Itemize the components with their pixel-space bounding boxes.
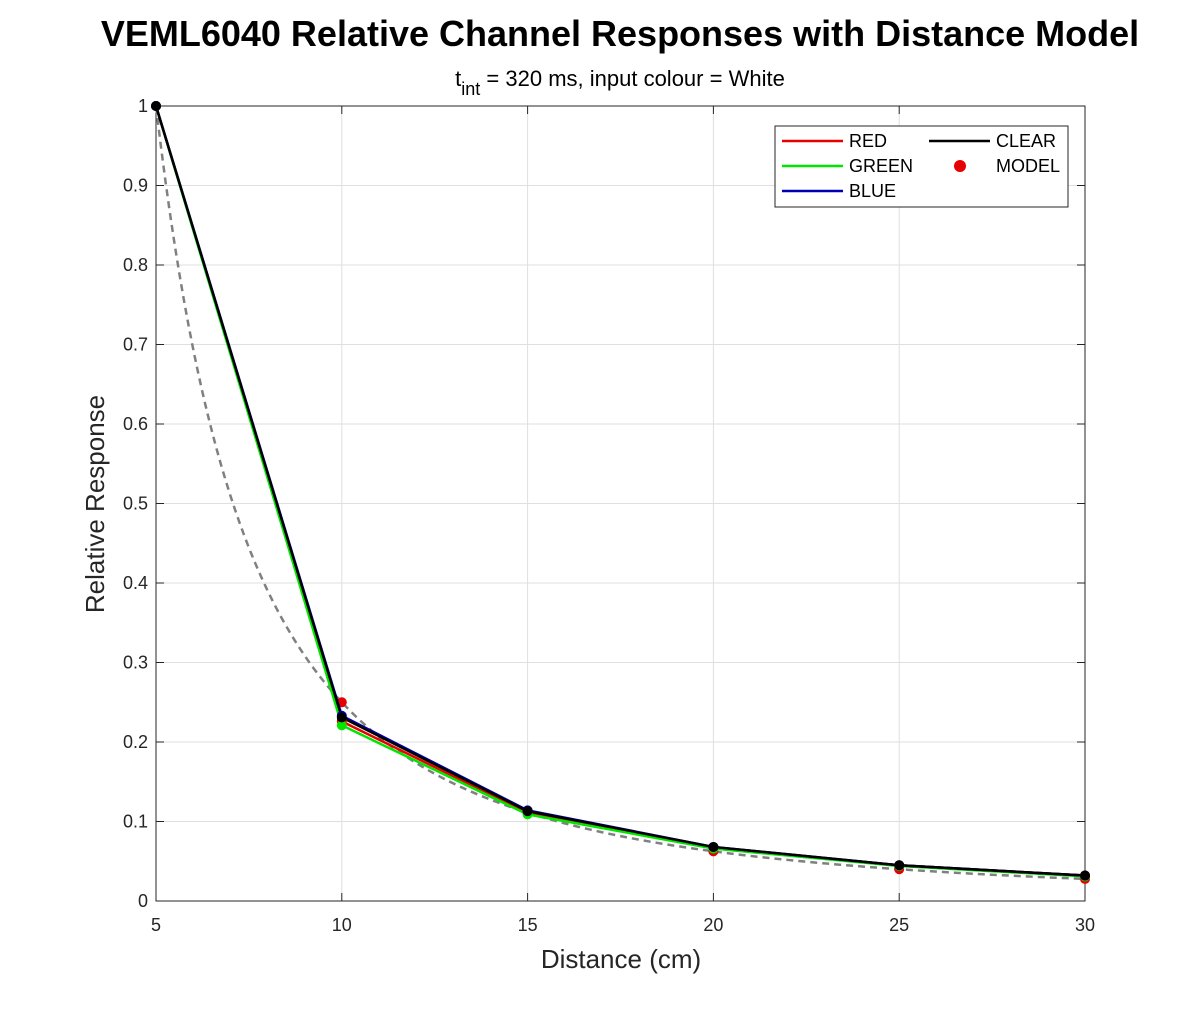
x-tick-label: 20 xyxy=(703,915,723,935)
y-tick-label: 0.3 xyxy=(123,653,148,673)
y-tick-label: 0.7 xyxy=(123,335,148,355)
x-tick-label: 25 xyxy=(889,915,909,935)
y-tick-label: 0.6 xyxy=(123,414,148,434)
grid xyxy=(155,105,1086,902)
series-point-clear xyxy=(151,101,161,111)
series-point-clear xyxy=(708,841,719,852)
series-line-blue xyxy=(154,105,1086,877)
subtitle-rest: = 320 ms, input colour = White xyxy=(480,66,785,91)
legend-label-model: MODEL xyxy=(996,156,1060,176)
legend: RED GREEN BLUE CLEAR MODEL xyxy=(774,125,1069,208)
series-point-clear xyxy=(336,712,347,723)
model-curve xyxy=(151,101,1090,884)
x-tick-label: 15 xyxy=(518,915,538,935)
y-tick-label: 0.8 xyxy=(123,255,148,275)
y-tick-label: 0.9 xyxy=(123,176,148,196)
legend-label-clear: CLEAR xyxy=(996,131,1056,151)
axis-ticks: 5 10 15 20 25 30 0 0.1 0.2 0.3 0.4 0.5 0.6 0.7 0.8 0.9 1 xyxy=(123,96,1095,935)
chart-subtitle: tint = 320 ms, input colour = White xyxy=(455,66,785,99)
series-line-clear xyxy=(154,105,1086,877)
legend-swatch-model xyxy=(954,160,966,172)
x-axis-label: Distance (cm) xyxy=(541,944,701,974)
subtitle-int-subscript: int xyxy=(461,79,480,99)
y-tick-label: 1 xyxy=(138,96,148,116)
y-tick-label: 0.2 xyxy=(123,732,148,752)
y-axis-label: Relative Response xyxy=(80,395,110,613)
legend-label-red: RED xyxy=(849,131,887,151)
x-tick-label: 30 xyxy=(1075,915,1095,935)
series-lines xyxy=(154,105,1086,878)
x-tick-label: 10 xyxy=(332,915,352,935)
series-point-green xyxy=(336,720,347,731)
legend-label-green: GREEN xyxy=(849,156,913,176)
series-point-clear xyxy=(522,806,533,817)
y-tick-label: 0.4 xyxy=(123,573,148,593)
series-line-green xyxy=(154,105,1086,878)
chart-title: VEML6040 Relative Channel Responses with… xyxy=(101,13,1139,54)
series-point-clear xyxy=(1080,870,1090,881)
x-tick-label: 5 xyxy=(151,915,161,935)
y-tick-label: 0.5 xyxy=(123,494,148,514)
series-point-clear xyxy=(894,860,905,871)
subtitle-t: t xyxy=(455,66,461,91)
legend-label-blue: BLUE xyxy=(849,181,896,201)
model-line xyxy=(154,105,1086,881)
y-tick-label: 0.1 xyxy=(123,812,148,832)
series-markers xyxy=(151,101,1090,882)
series-line-red xyxy=(154,105,1086,877)
y-tick-label: 0 xyxy=(138,891,148,911)
